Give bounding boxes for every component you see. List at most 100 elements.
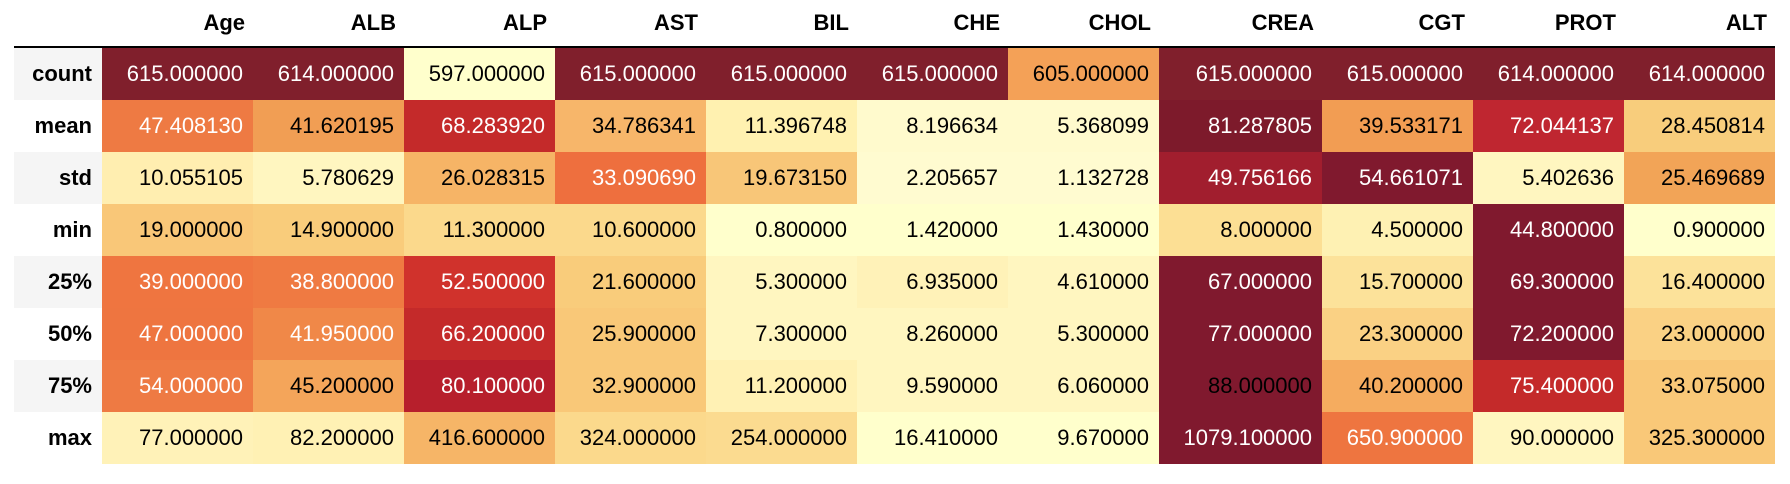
table-cell: 5.780629 [253, 152, 404, 204]
table-cell: 416.600000 [404, 412, 555, 464]
table-cell: 81.287805 [1159, 100, 1322, 152]
table-cell: 75.400000 [1473, 360, 1624, 412]
table-cell: 44.800000 [1473, 204, 1624, 256]
table-cell: 23.300000 [1322, 308, 1473, 360]
table-cell: 80.100000 [404, 360, 555, 412]
table-cell: 615.000000 [706, 47, 857, 100]
table-cell: 5.300000 [706, 256, 857, 308]
table-row: 25% 39.000000 38.800000 52.500000 21.600000 5… [14, 256, 1775, 308]
column-header-cgt: CGT [1322, 0, 1473, 48]
table-cell: 9.590000 [857, 360, 1008, 412]
table-cell: 47.408130 [102, 100, 253, 152]
table-cell: 72.200000 [1473, 308, 1624, 360]
table-cell: 38.800000 [253, 256, 404, 308]
column-header-prot: PROT [1473, 0, 1624, 48]
table-cell: 9.670000 [1008, 412, 1159, 464]
table-cell: 49.756166 [1159, 152, 1322, 204]
column-header-alp: ALP [404, 0, 555, 48]
table-cell: 34.786341 [555, 100, 706, 152]
table-cell: 4.500000 [1322, 204, 1473, 256]
table-cell: 615.000000 [857, 47, 1008, 100]
table-cell: 1.132728 [1008, 152, 1159, 204]
column-header-alb: ALB [253, 0, 404, 48]
table-cell: 8.000000 [1159, 204, 1322, 256]
table-cell: 597.000000 [404, 47, 555, 100]
table-cell: 54.661071 [1322, 152, 1473, 204]
describe-table-container: Age ALB ALP AST BIL CHE CHOL CREA CGT PROT ALT cou… [14, 0, 1775, 464]
table-cell: 6.060000 [1008, 360, 1159, 412]
table-cell: 33.090690 [555, 152, 706, 204]
table-cell: 8.260000 [857, 308, 1008, 360]
table-cell: 39.533171 [1322, 100, 1473, 152]
table-cell: 77.000000 [102, 412, 253, 464]
table-cell: 19.000000 [102, 204, 253, 256]
table-row: 50% 47.000000 41.950000 66.200000 25.900000 7… [14, 308, 1775, 360]
table-cell: 69.300000 [1473, 256, 1624, 308]
table-cell: 614.000000 [253, 47, 404, 100]
row-label: 25% [14, 256, 102, 308]
header-row: Age ALB ALP AST BIL CHE CHOL CREA CGT PROT ALT [14, 0, 1775, 48]
table-cell: 324.000000 [555, 412, 706, 464]
table-cell: 21.600000 [555, 256, 706, 308]
table-cell: 615.000000 [1322, 47, 1473, 100]
table-row: max 77.000000 82.200000 416.600000 324.00000… [14, 412, 1775, 464]
table-cell: 25.469689 [1624, 152, 1775, 204]
table-cell: 615.000000 [555, 47, 706, 100]
table-row: std 10.055105 5.780629 26.028315 33.090690 19… [14, 152, 1775, 204]
table-cell: 16.410000 [857, 412, 1008, 464]
table-cell: 68.283920 [404, 100, 555, 152]
table-cell: 72.044137 [1473, 100, 1624, 152]
table-cell: 39.000000 [102, 256, 253, 308]
row-label: 75% [14, 360, 102, 412]
table-cell: 10.055105 [102, 152, 253, 204]
table-cell: 41.950000 [253, 308, 404, 360]
table-cell: 254.000000 [706, 412, 857, 464]
table-cell: 16.400000 [1624, 256, 1775, 308]
table-row: mean 47.408130 41.620195 68.283920 34.786341… [14, 100, 1775, 152]
table-cell: 26.028315 [404, 152, 555, 204]
table-cell: 19.673150 [706, 152, 857, 204]
table-cell: 10.600000 [555, 204, 706, 256]
table-cell: 650.900000 [1322, 412, 1473, 464]
table-cell: 2.205657 [857, 152, 1008, 204]
table-cell: 14.900000 [253, 204, 404, 256]
table-row: min 19.000000 14.900000 11.300000 10.600000 0… [14, 204, 1775, 256]
row-label: min [14, 204, 102, 256]
table-row: 75% 54.000000 45.200000 80.100000 32.900000 1… [14, 360, 1775, 412]
table-cell: 325.300000 [1624, 412, 1775, 464]
column-header-age: Age [102, 0, 253, 48]
table-cell: 0.800000 [706, 204, 857, 256]
table-cell: 5.402636 [1473, 152, 1624, 204]
table-cell: 615.000000 [102, 47, 253, 100]
table-cell: 615.000000 [1159, 47, 1322, 100]
table-cell: 66.200000 [404, 308, 555, 360]
row-label: count [14, 47, 102, 100]
table-cell: 8.196634 [857, 100, 1008, 152]
column-header-alt: ALT [1624, 0, 1775, 48]
table-cell: 614.000000 [1473, 47, 1624, 100]
column-header-che: CHE [857, 0, 1008, 48]
table-cell: 5.300000 [1008, 308, 1159, 360]
table-cell: 1.420000 [857, 204, 1008, 256]
table-cell: 4.610000 [1008, 256, 1159, 308]
describe-heatmap-table: Age ALB ALP AST BIL CHE CHOL CREA CGT PROT ALT cou… [14, 0, 1775, 464]
table-cell: 40.200000 [1322, 360, 1473, 412]
table-cell: 47.000000 [102, 308, 253, 360]
table-cell: 23.000000 [1624, 308, 1775, 360]
table-cell: 41.620195 [253, 100, 404, 152]
table-cell: 11.300000 [404, 204, 555, 256]
row-label: 50% [14, 308, 102, 360]
table-cell: 0.900000 [1624, 204, 1775, 256]
table-cell: 90.000000 [1473, 412, 1624, 464]
table-cell: 6.935000 [857, 256, 1008, 308]
table-cell: 77.000000 [1159, 308, 1322, 360]
table-cell: 32.900000 [555, 360, 706, 412]
table-cell: 5.368099 [1008, 100, 1159, 152]
column-header-crea: CREA [1159, 0, 1322, 48]
table-cell: 11.200000 [706, 360, 857, 412]
table-cell: 15.700000 [1322, 256, 1473, 308]
row-label: max [14, 412, 102, 464]
table-cell: 82.200000 [253, 412, 404, 464]
column-header-chol: CHOL [1008, 0, 1159, 48]
table-cell: 54.000000 [102, 360, 253, 412]
